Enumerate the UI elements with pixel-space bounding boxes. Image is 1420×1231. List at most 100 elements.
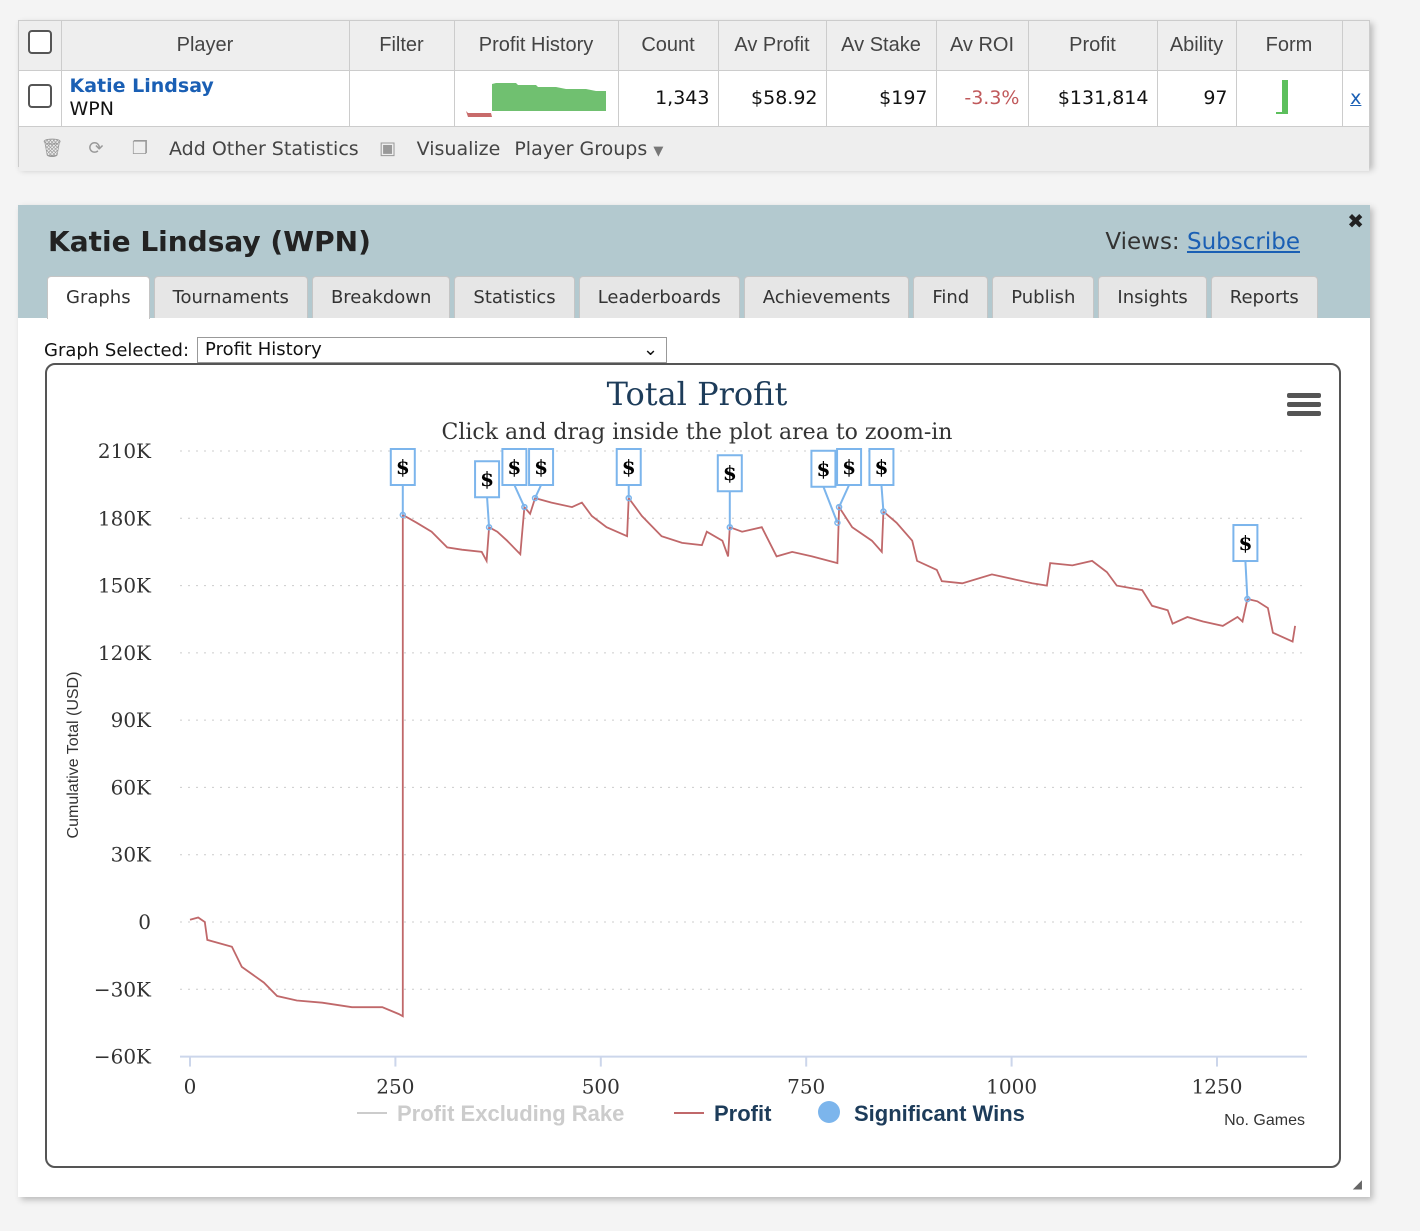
select-all-checkbox[interactable] [27, 30, 52, 55]
significant-win-point[interactable] [625, 494, 632, 502]
resize-handle-icon[interactable]: ◢ [1352, 1177, 1362, 1191]
significant-win-flag[interactable]: $ [528, 448, 555, 502]
significant-win-flag[interactable]: $ [868, 448, 895, 515]
tab-insights[interactable]: Insights [1098, 276, 1207, 318]
flag-label: $ [816, 457, 830, 481]
y-tick-label: 150K [98, 574, 152, 598]
significant-win-flag[interactable]: $ [615, 448, 642, 502]
views-label: Views: [1105, 229, 1180, 255]
col-profit[interactable]: Profit [1028, 21, 1158, 71]
subscribe-link[interactable]: Subscribe [1186, 229, 1300, 255]
tab-find[interactable]: Find [913, 276, 989, 318]
tab-publish[interactable]: Publish [992, 276, 1095, 318]
legend-profit[interactable]: Profit [714, 1101, 772, 1126]
menu-icon[interactable] [1287, 393, 1321, 416]
tab-reports[interactable]: Reports [1210, 276, 1318, 318]
tab-achievements[interactable]: Achievements [743, 276, 910, 318]
significant-win-point[interactable] [485, 523, 493, 531]
significant-win-flag[interactable]: $ [474, 460, 501, 531]
col-remove [1342, 21, 1369, 71]
remove-player-link[interactable]: x [1350, 87, 1362, 109]
profit-cell: $131,814 [1028, 70, 1158, 126]
col-ability[interactable]: Ability [1157, 21, 1237, 71]
player-panel: Katie Lindsay (WPN) Views: Subscribe ✖ G… [18, 205, 1370, 1197]
significant-win-point[interactable] [1244, 595, 1251, 603]
flag-label: $ [396, 455, 410, 479]
graph-select[interactable]: Profit History ⌄ [197, 337, 668, 363]
profit-chart[interactable]: 210K 180K 150K 120K 90K 60K 30K 0 −30K −60K 0 250 50… [47, 365, 1341, 1168]
x-tick-label: 250 [376, 1075, 414, 1099]
legend-wins-marker [818, 1101, 840, 1123]
legend: Profit Excluding Rake Profit Significant… [357, 1101, 1025, 1126]
tab-statistics[interactable]: Statistics [454, 276, 575, 318]
av-stake-cell: $197 [826, 70, 937, 126]
visualize-button[interactable]: Visualize [416, 137, 501, 160]
player-name-link[interactable]: Katie Lindsay [69, 75, 214, 97]
significant-win-point[interactable] [531, 494, 539, 502]
col-player[interactable]: Player [61, 21, 350, 71]
row-checkbox[interactable] [27, 83, 52, 108]
tab-leaderboards[interactable]: Leaderboards [578, 276, 740, 318]
significant-win-flag[interactable]: $ [389, 448, 416, 519]
significant-win-flag[interactable]: $ [835, 448, 863, 511]
y-tick-label: 180K [98, 506, 152, 530]
tab-breakdown[interactable]: Breakdown [311, 276, 451, 318]
player-groups-dropdown[interactable]: Player Groups ▼ [514, 138, 663, 160]
flag-box [474, 460, 501, 499]
significant-win-point[interactable] [399, 511, 407, 519]
graph-selector: Graph Selected: Profit History ⌄ [44, 337, 668, 363]
col-profit-history[interactable]: Profit History [454, 21, 619, 71]
x-tick-label: 500 [582, 1075, 620, 1099]
significant-win-flag[interactable]: $ [810, 449, 841, 527]
refresh-icon[interactable]: ⟳ [88, 138, 104, 159]
flag-box [716, 454, 743, 493]
add-other-statistics-button[interactable]: Add Other Statistics [169, 137, 359, 160]
legend-significant-wins[interactable]: Significant Wins [854, 1101, 1025, 1126]
significant-win-flag[interactable]: $ [1232, 524, 1259, 603]
chart-container[interactable]: 210K 180K 150K 120K 90K 60K 30K 0 −30K −60K 0 250 50… [45, 363, 1341, 1168]
table-header-row: Player Filter Profit History Count Av Pr… [19, 21, 1369, 71]
panel-title: Katie Lindsay (WPN) [48, 225, 371, 258]
form-bar [1276, 79, 1288, 114]
col-count[interactable]: Count [618, 21, 719, 71]
flag-connector [486, 497, 491, 528]
significant-win-point[interactable] [726, 523, 734, 531]
table-row: Katie Lindsay WPN 1,343 $58.92 $197 -3.3… [19, 70, 1369, 126]
flag-label: $ [842, 455, 856, 479]
col-av-roi[interactable]: Av ROI [936, 21, 1029, 71]
panel-header: Katie Lindsay (WPN) Views: Subscribe ✖ G… [18, 205, 1370, 319]
ability-cell: 97 [1157, 70, 1237, 126]
close-icon[interactable]: ✖ [1347, 209, 1364, 233]
x-tick-label: 1250 [1192, 1075, 1243, 1099]
views-area: Views: Subscribe [1105, 229, 1300, 255]
flag-connector [880, 484, 885, 512]
x-tick-label: 1000 [986, 1075, 1037, 1099]
significant-win-point[interactable] [835, 503, 843, 511]
y-tick-label: 120K [98, 641, 152, 665]
flag-label: $ [723, 461, 737, 485]
col-av-profit[interactable]: Av Profit [718, 21, 827, 71]
y-tick-label: 60K [111, 775, 152, 799]
significant-win-point[interactable] [880, 508, 887, 515]
trash-icon[interactable]: 🗑 [40, 138, 64, 159]
legend-profit-excluding-rake[interactable]: Profit Excluding Rake [397, 1101, 624, 1126]
flag-label: $ [507, 455, 521, 479]
caret-down-icon: ▼ [653, 143, 664, 159]
sparkline-loss [466, 110, 492, 117]
tab-tournaments[interactable]: Tournaments [153, 276, 308, 318]
col-filter[interactable]: Filter [349, 21, 455, 71]
count-cell: 1,343 [618, 70, 719, 126]
player-table-panel: Player Filter Profit History Count Av Pr… [18, 20, 1370, 171]
significant-win-flag[interactable]: $ [716, 454, 743, 531]
player-cell: Katie Lindsay WPN [61, 70, 350, 126]
flag-connector [513, 484, 526, 508]
col-form[interactable]: Form [1236, 21, 1343, 71]
flag-box [501, 448, 528, 486]
significant-win-flag[interactable]: $ [501, 448, 528, 511]
significant-win-point[interactable] [834, 519, 841, 527]
chevron-down-icon: ⌄ [642, 339, 659, 360]
tab-graphs[interactable]: Graphs [47, 276, 150, 319]
col-av-stake[interactable]: Av Stake [826, 21, 937, 71]
significant-win-point[interactable] [521, 503, 528, 511]
flag-connector [838, 484, 850, 508]
